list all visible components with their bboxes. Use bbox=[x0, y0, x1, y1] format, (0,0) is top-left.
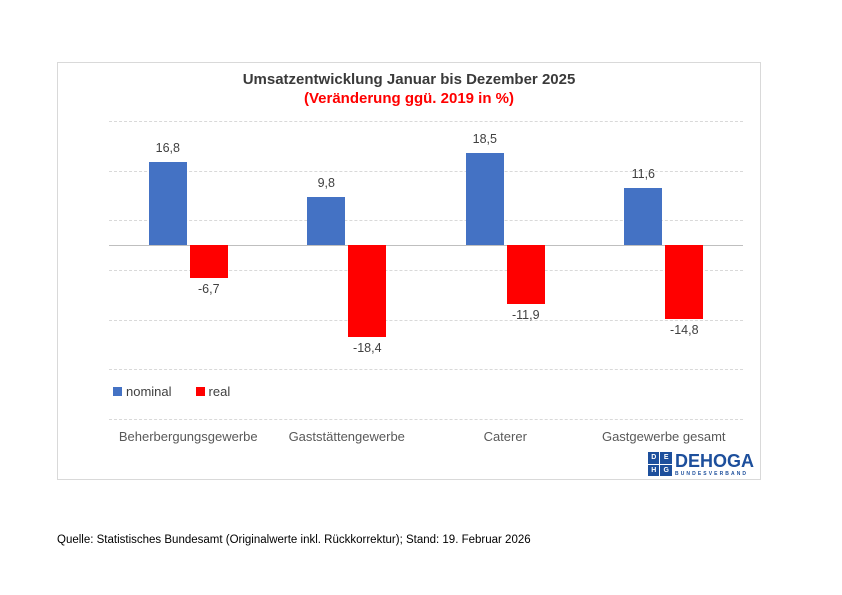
bar-nominal-3 bbox=[624, 187, 663, 246]
legend-label-real: real bbox=[208, 384, 231, 399]
category-label-3: Gastgewerbe gesamt bbox=[601, 429, 726, 444]
gridline-15 bbox=[109, 170, 743, 172]
dehoga-logo-cell: G bbox=[660, 464, 672, 476]
source-note: Quelle: Statistisches Bundesamt (Origina… bbox=[57, 534, 531, 546]
bar-value-label-nominal-1: 9,8 bbox=[317, 175, 335, 190]
legend: nominal real bbox=[113, 384, 230, 399]
legend-item-nominal: nominal bbox=[113, 384, 172, 399]
bar-value-label-real-3: -14,8 bbox=[670, 322, 699, 337]
gridline-25 bbox=[109, 121, 743, 122]
dehoga-logo-cell: D bbox=[647, 452, 660, 464]
legend-label-nominal: nominal bbox=[126, 384, 172, 399]
dehoga-logo-cell: E bbox=[660, 452, 672, 464]
gridline--25 bbox=[109, 369, 743, 371]
bar-nominal-2 bbox=[465, 153, 504, 246]
chart-container: Umsatzentwicklung Januar bis Dezember 20… bbox=[57, 62, 761, 480]
category-label-2: Caterer bbox=[483, 429, 527, 444]
bar-value-label-nominal-0: 16,8 bbox=[155, 140, 180, 155]
category-axis: Beherbergungsgewerbe Gaststättengewerbe Ca… bbox=[109, 429, 743, 444]
zero-axis-line bbox=[109, 245, 743, 247]
bar-value-label-real-1: -18,4 bbox=[353, 340, 382, 355]
gridline--5 bbox=[109, 270, 743, 271]
dehoga-logo-text: DEHOGA BUNDESVERBAND bbox=[675, 452, 754, 477]
chart-subtitle: (Veränderung ggü. 2019 in %) bbox=[303, 90, 515, 107]
category-label-1: Gaststättengewerbe bbox=[288, 429, 405, 444]
dehoga-logo: D E H G DEHOGA BUNDESVERBAND bbox=[647, 452, 754, 477]
dehoga-logo-subtitle: BUNDESVERBAND bbox=[674, 471, 749, 477]
gridline--35 bbox=[109, 419, 743, 420]
bar-real-1 bbox=[348, 245, 387, 337]
dehoga-logo-cell: H bbox=[647, 464, 660, 476]
chart-title: Umsatzentwicklung Januar bis Dezember 20… bbox=[242, 71, 576, 88]
legend-swatch-nominal-icon bbox=[113, 387, 122, 396]
bar-real-3 bbox=[665, 245, 704, 319]
legend-swatch-real-icon bbox=[195, 387, 205, 396]
bar-value-label-nominal-3: 11,6 bbox=[631, 166, 655, 181]
category-label-0: Beherbergungsgewerbe bbox=[118, 429, 258, 444]
dehoga-logo-icon: D E H G bbox=[647, 452, 672, 476]
bar-value-label-nominal-2: 18,5 bbox=[472, 132, 497, 147]
legend-item-real: real bbox=[195, 384, 231, 399]
bar-nominal-1 bbox=[307, 196, 346, 246]
dehoga-logo-name: DEHOGA bbox=[674, 451, 754, 471]
plot-area: nominal real 16,8 9,8 18,5 11,6 -6,7 -18,4 -11… bbox=[109, 121, 743, 420]
bar-value-label-real-2: -11,9 bbox=[512, 308, 540, 323]
bar-real-2 bbox=[506, 245, 545, 305]
gridline--15 bbox=[109, 319, 743, 321]
bar-real-0 bbox=[189, 245, 228, 279]
gridline-5 bbox=[109, 220, 743, 222]
bar-nominal-0 bbox=[148, 161, 187, 246]
bar-value-label-real-0: -6,7 bbox=[198, 282, 220, 297]
